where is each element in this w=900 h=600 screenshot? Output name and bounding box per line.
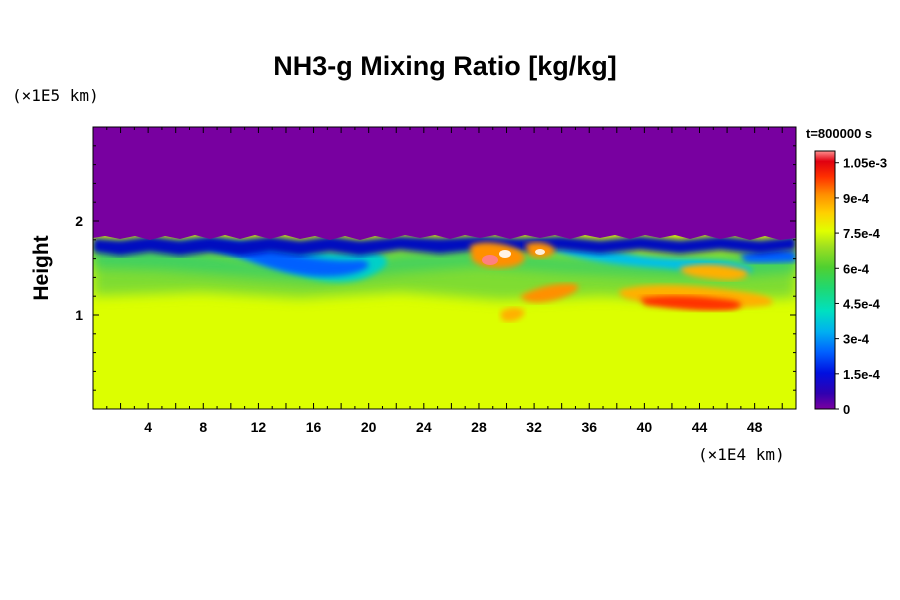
x-axis-units: (×1E4 km) [698,445,785,464]
x-tick-label: 4 [144,419,152,435]
plot-frame [92,126,797,410]
colorbar-tick-label: 3e-4 [843,332,870,347]
colorbar-tick-label: 4.5e-4 [843,296,881,311]
y-axis-units: (×1E5 km) [12,86,99,105]
colorbar-ticks: 0 1.5e-4 3e-4 4.5e-4 6e-4 7.5e-4 9e-4 1.05e-3 [835,156,887,417]
time-label: t=800000 s [806,126,872,141]
y-axis: 12 [75,145,796,391]
y-axis-label: Height [30,235,53,300]
x-tick-label: 20 [361,419,377,435]
x-axis: 4 8 12 16 20 24 28 32 36 40 44 48 [106,127,783,435]
x-tick-label: 12 [251,419,267,435]
x-tick-label: 16 [306,419,322,435]
x-tick-label: 40 [637,419,653,435]
heatmap-field [93,127,796,409]
colorbar-tick-label: 0 [843,402,850,417]
x-tick-label: 36 [581,419,597,435]
x-tick-label: 44 [692,419,708,435]
colorbar-tick-label: 1.05e-3 [843,156,887,171]
colorbar-tick-label: 1.5e-4 [843,367,881,382]
x-tick-label: 8 [199,419,207,435]
chart-title: NH3-g Mixing Ratio [kg/kg] [273,51,617,81]
colorbar-tick-label: 9e-4 [843,191,870,206]
colorbar-tick-label: 6e-4 [843,261,870,276]
colorbar-tick-label: 7.5e-4 [843,226,881,241]
x-tick-label: 32 [526,419,542,435]
x-tick-label: 28 [471,419,487,435]
x-tick-label: 48 [747,419,763,435]
colorbar [814,150,836,410]
x-tick-label: 24 [416,419,432,435]
y-tick-label: 1 [75,307,83,323]
y-tick-label: 2 [75,213,83,229]
